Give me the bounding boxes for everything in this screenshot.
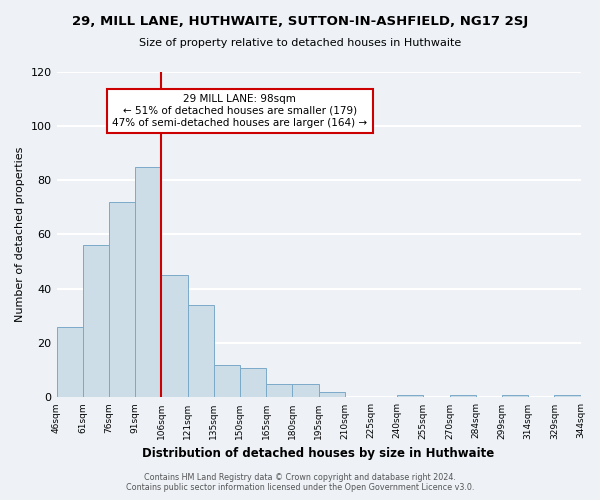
Bar xyxy=(135,166,161,398)
Bar xyxy=(266,384,292,398)
Bar xyxy=(554,394,581,398)
Bar xyxy=(397,394,424,398)
Bar xyxy=(240,368,266,398)
Text: Size of property relative to detached houses in Huthwaite: Size of property relative to detached ho… xyxy=(139,38,461,48)
Text: 29 MILL LANE: 98sqm
← 51% of detached houses are smaller (179)
47% of semi-detac: 29 MILL LANE: 98sqm ← 51% of detached ho… xyxy=(112,94,367,128)
Bar xyxy=(188,305,214,398)
Bar xyxy=(161,275,188,398)
Bar xyxy=(83,246,109,398)
Bar xyxy=(56,327,83,398)
Bar xyxy=(319,392,345,398)
Bar xyxy=(502,394,528,398)
Text: 29, MILL LANE, HUTHWAITE, SUTTON-IN-ASHFIELD, NG17 2SJ: 29, MILL LANE, HUTHWAITE, SUTTON-IN-ASHF… xyxy=(72,15,528,28)
Y-axis label: Number of detached properties: Number of detached properties xyxy=(15,147,25,322)
X-axis label: Distribution of detached houses by size in Huthwaite: Distribution of detached houses by size … xyxy=(142,447,494,460)
Bar xyxy=(292,384,319,398)
Bar xyxy=(449,394,476,398)
Text: Contains HM Land Registry data © Crown copyright and database right 2024.
Contai: Contains HM Land Registry data © Crown c… xyxy=(126,473,474,492)
Bar xyxy=(214,365,240,398)
Bar xyxy=(109,202,135,398)
